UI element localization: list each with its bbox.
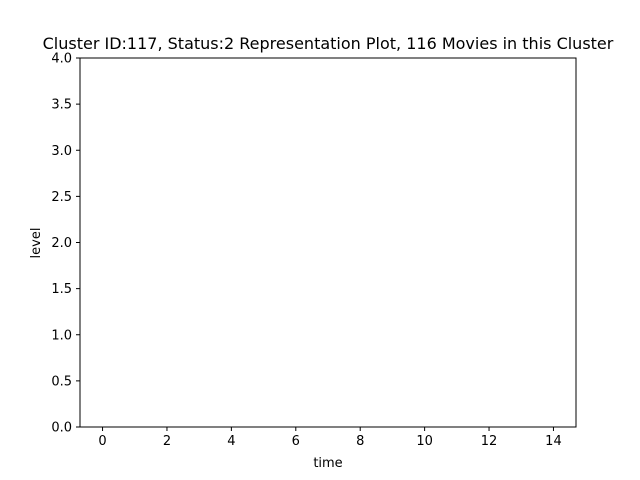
y-axis: 0.0 0.5 1.0 1.5 2.0 2.5 3.0 3.5 4.0 [51,52,80,436]
x-tick-label: 2 [163,434,171,449]
y-tick-label: 3.5 [51,98,72,113]
y-tick-label: 1.5 [51,282,72,297]
y-tick-label: 2.5 [51,190,72,205]
x-tick-label: 0 [98,434,106,449]
chart-title: Cluster ID:117, Status:2 Representation … [43,34,614,53]
x-tick-label: 6 [292,434,300,449]
plot-area-frame [79,57,577,428]
y-tick-label: 1.0 [51,328,72,343]
x-axis-label: time [313,456,342,471]
y-tick-label: 3.0 [51,144,72,159]
x-tick-label: 8 [356,434,364,449]
y-tick-label: 2.0 [51,236,72,251]
x-tick-label: 12 [481,434,498,449]
y-tick-label: 4.0 [51,52,72,67]
x-tick-label: 10 [416,434,433,449]
y-tick-label: 0.0 [51,421,72,436]
x-tick-label: 14 [545,434,562,449]
x-tick-label: 4 [227,434,235,449]
y-axis-label: level [29,228,44,259]
x-axis: 0 2 4 6 8 10 12 14 [98,427,562,449]
y-tick-label: 0.5 [51,374,72,389]
